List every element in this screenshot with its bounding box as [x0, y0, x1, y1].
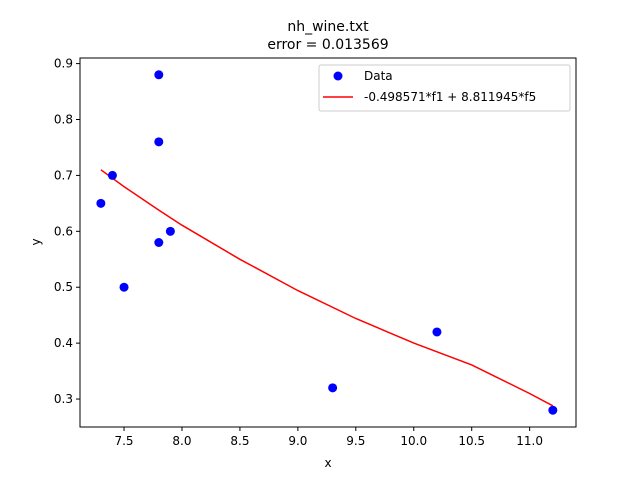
data-point — [154, 137, 164, 147]
y-tick-label: 0.3 — [54, 392, 73, 406]
x-tick-label: 10.5 — [458, 434, 485, 448]
data-point — [119, 282, 129, 292]
x-tick-label: 7.5 — [114, 434, 133, 448]
x-axis-label: x — [324, 456, 331, 470]
y-tick-label: 0.9 — [54, 57, 73, 71]
x-tick-label: 8.5 — [230, 434, 249, 448]
x-tick-label: 10.0 — [400, 434, 427, 448]
y-tick-label: 0.8 — [54, 113, 73, 127]
y-tick-label: 0.4 — [54, 336, 73, 350]
data-point — [328, 383, 338, 393]
legend-label-data: Data — [364, 69, 393, 83]
data-point — [432, 327, 442, 337]
data-point — [107, 170, 117, 180]
x-tick-label: 8.0 — [172, 434, 191, 448]
data-point — [165, 226, 175, 236]
data-point — [96, 198, 106, 208]
x-tick-label: 11.0 — [516, 434, 543, 448]
chart-title: nh_wine.txt — [287, 19, 369, 35]
x-tick-label: 9.5 — [346, 434, 365, 448]
y-axis-ticks: 0.3 0.4 0.5 0.6 0.7 0.8 0.9 — [54, 57, 80, 406]
y-tick-label: 0.5 — [54, 280, 73, 294]
x-tick-label: 9.0 — [288, 434, 307, 448]
x-axis-ticks: 7.5 8.0 8.5 9.0 9.5 10.0 10.5 11.0 — [114, 427, 543, 448]
data-point — [154, 238, 164, 247]
data-point — [548, 405, 558, 415]
y-axis-label: y — [29, 238, 43, 245]
legend-label-fit: -0.498571*f1 + 8.811945*f5 — [364, 90, 536, 104]
legend: Data -0.498571*f1 + 8.811945*f5 — [318, 64, 571, 112]
legend-box — [318, 64, 571, 112]
legend-marker-data — [333, 71, 343, 81]
chart-subtitle: error = 0.013569 — [267, 37, 388, 53]
data-point — [154, 70, 164, 80]
y-tick-label: 0.7 — [54, 168, 73, 182]
fit-line — [100, 169, 554, 407]
series-layer — [96, 70, 558, 415]
y-tick-label: 0.6 — [54, 224, 73, 238]
